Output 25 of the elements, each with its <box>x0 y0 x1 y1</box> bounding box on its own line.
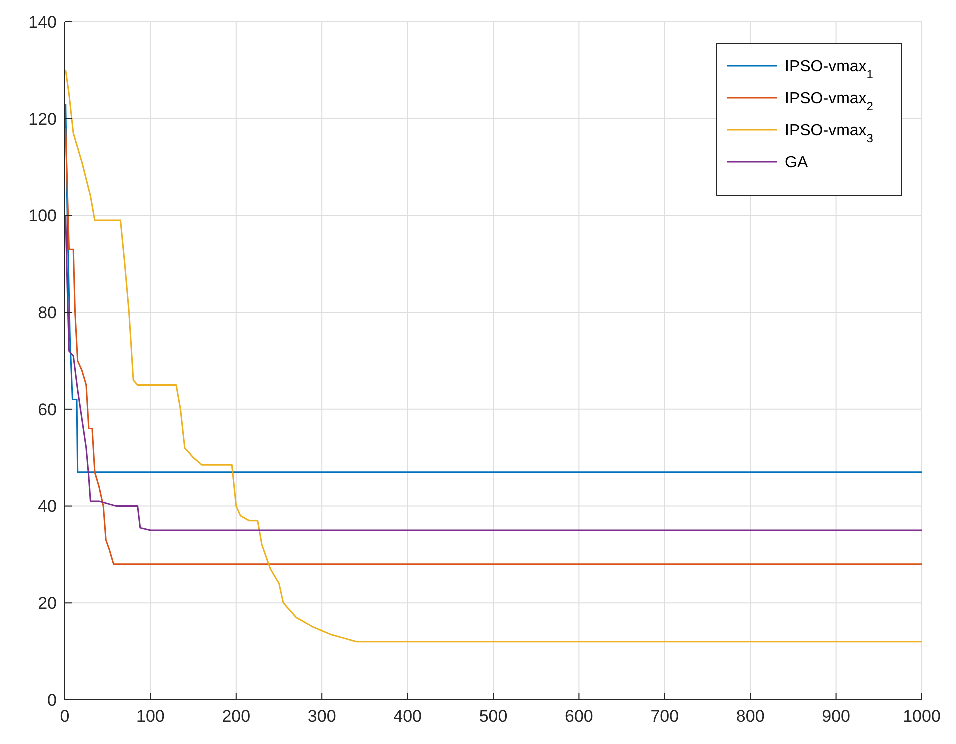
legend-label: GA <box>785 154 808 172</box>
y-tick-label: 140 <box>28 12 57 32</box>
y-tick-label: 40 <box>38 497 57 516</box>
y-tick-label: 0 <box>48 690 57 710</box>
legend-label: IPSO-vmax$_{3}$ <box>785 122 874 146</box>
x-tick-label: 700 <box>650 707 680 726</box>
y-tick-label: 120 <box>28 110 57 129</box>
x-tick-label: 500 <box>479 707 508 726</box>
legend-label: IPSO-vmax$_{1}$ <box>785 58 874 82</box>
y-tick-label: 100 <box>28 206 57 226</box>
x-tick-label: 400 <box>394 707 422 726</box>
y-tick-label: 20 <box>38 594 57 614</box>
x-tick-label: 0 <box>60 707 70 726</box>
x-tick-label: 900 <box>822 707 850 726</box>
legend-label: IPSO-vmax$_{2}$ <box>785 90 874 114</box>
x-tick-label: 200 <box>222 707 251 726</box>
line-series <box>65 104 923 474</box>
x-tick-label: 1000 <box>903 707 941 726</box>
x-tick-label: 800 <box>736 707 765 726</box>
x-tick-label: 600 <box>565 707 594 726</box>
y-tick-label: 80 <box>38 304 57 323</box>
y-tick-label: 60 <box>38 400 57 420</box>
x-tick-label: 100 <box>136 707 165 726</box>
line-series <box>65 214 923 532</box>
x-tick-label: 300 <box>308 707 336 726</box>
